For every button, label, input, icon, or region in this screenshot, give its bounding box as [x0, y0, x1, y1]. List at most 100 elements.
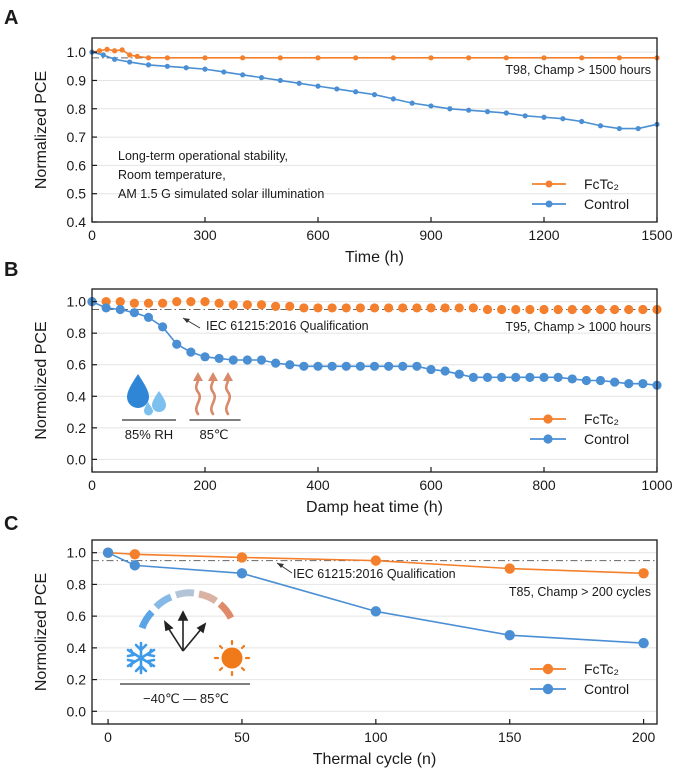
data-point-control-b: [129, 308, 139, 318]
legend-c: FcTc₂ Control: [530, 661, 629, 697]
data-point-control-b: [214, 353, 224, 364]
data-point-control-a: [334, 86, 340, 92]
data-point-fctc2-b: [624, 304, 634, 315]
data-point-control-a: [112, 56, 118, 62]
data-point-control-b: [384, 361, 394, 371]
y-tick-label-c: 0.4: [67, 640, 87, 656]
x-tick-label-b: 0: [88, 477, 96, 493]
data-point-control-a: [428, 103, 434, 109]
x-tick-label-b: 1000: [641, 477, 672, 493]
x-axis-label-a: Time (h): [345, 249, 404, 266]
legend-label-a: Control: [584, 196, 629, 212]
data-point-control-a: [183, 65, 189, 71]
y-tick-label-a: 0.6: [67, 157, 87, 173]
iec-annotation-c: IEC 61215:2016 Qualification: [293, 567, 456, 581]
data-point-fctc2-a: [616, 55, 622, 61]
data-point-control-a: [371, 92, 378, 98]
iec-arrowhead-c: [277, 563, 284, 568]
legend-label-c: Control: [584, 681, 629, 697]
data-point-fctc2-a: [579, 55, 585, 61]
x-tick-label-a: 0: [88, 227, 96, 243]
data-point-fctc2-b: [468, 303, 478, 313]
data-point-fctc2-a: [112, 48, 118, 54]
data-point-fctc2-a: [119, 47, 125, 53]
data-point-control-a: [100, 52, 106, 58]
y-tick-label-c: 0.8: [67, 576, 87, 592]
data-point-fctc2-b: [511, 304, 521, 315]
y-tick-label-c: 1.0: [67, 545, 87, 561]
heat-waves-icon: [189, 372, 241, 421]
data-point-fctc2-a: [164, 55, 170, 61]
y-axis-label-a: Normalized PCE: [33, 71, 50, 189]
data-point-control-b: [355, 361, 365, 371]
data-point-fctc2-a: [127, 52, 133, 58]
grid-c: [92, 552, 657, 712]
data-point-control-a: [579, 118, 585, 125]
data-point-fctc2-c: [504, 563, 515, 574]
panel-label-c: C: [4, 513, 18, 535]
data-point-fctc2-b: [426, 303, 436, 313]
data-point-control-b: [271, 358, 281, 368]
data-point-fctc2-c: [236, 552, 248, 563]
data-point-fctc2-b: [341, 303, 351, 313]
grid-a: [92, 51, 657, 223]
data-point-control-b: [525, 372, 535, 382]
data-point-fctc2-a: [503, 55, 509, 61]
y-axis-label-c: Normolized PCE: [33, 573, 50, 691]
data-point-control-b: [468, 372, 478, 382]
x-axis-label-c: Thermal cycle (n): [313, 751, 437, 768]
data-point-fctc2-b: [214, 298, 224, 308]
stability-note-line-1: Long-term operational stability,: [118, 149, 288, 163]
temperature-gauge-icon: [138, 589, 235, 630]
y-tick-label-b: 0.0: [67, 451, 87, 467]
data-point-control-b: [299, 361, 309, 371]
data-point-control-b: [497, 372, 507, 382]
data-point-fctc2-b: [398, 303, 408, 313]
data-point-control-b: [482, 372, 493, 382]
y-tick-label-b: 0.2: [67, 420, 87, 436]
data-point-fctc2-b: [638, 304, 648, 315]
t85-annotation: T85, Champ > 200 cycles: [509, 585, 651, 599]
y-tick-label-a: 1.0: [67, 44, 87, 60]
legend-marker-c: [542, 683, 554, 695]
data-point-fctc2-b: [553, 304, 563, 315]
data-point-control-b: [313, 361, 323, 371]
data-point-fctc2-a: [96, 48, 103, 54]
iec-arrowhead-b: [183, 318, 190, 323]
data-point-control-a: [240, 72, 246, 78]
x-tick-label-c: 100: [364, 729, 388, 745]
temperature-label: 85℃: [199, 427, 228, 442]
data-point-fctc2-b: [299, 303, 309, 313]
panel-b: B 0.0 0.2 0.4 0.6 0.8 1.0 0 200 400 600 800 1000 N…: [4, 259, 673, 516]
data-point-fctc2-a: [315, 55, 321, 61]
data-point-fctc2-b: [355, 303, 365, 313]
data-point-fctc2-b: [143, 298, 154, 308]
data-point-control-b: [143, 312, 154, 322]
data-point-control-b: [539, 372, 549, 382]
data-point-control-b: [454, 369, 464, 379]
data-point-control-a: [447, 106, 453, 112]
data-point-fctc2-a: [466, 55, 472, 61]
x-tick-label-c: 50: [234, 729, 250, 745]
data-point-control-b: [101, 303, 111, 313]
stability-note-line-3: AM 1.5 G simulated solar illumination: [118, 187, 324, 201]
data-point-control-a: [258, 75, 265, 81]
humidity-label: 85% RH: [125, 427, 173, 442]
x-tick-label-b: 400: [306, 477, 330, 493]
data-point-fctc2-b: [285, 301, 295, 311]
data-point-fctc2-b: [256, 300, 267, 310]
data-point-control-b: [341, 361, 351, 371]
data-point-fctc2-a: [353, 55, 359, 61]
x-ticks-a: 0 300 600 900 1200 1500: [88, 217, 673, 243]
y-tick-label-c: 0.6: [67, 608, 87, 624]
y-tick-label-b: 0.6: [67, 357, 87, 373]
data-point-control-b: [610, 377, 620, 387]
y-tick-label-a: 0.8: [67, 101, 87, 117]
panel-label-a: A: [4, 7, 18, 29]
data-point-control-a: [503, 110, 509, 116]
legend-label-c: FcTc₂: [584, 661, 619, 677]
data-point-control-a: [560, 116, 566, 122]
data-point-fctc2-b: [454, 303, 464, 313]
plot-frame-a: [91, 37, 658, 223]
data-point-control-a: [616, 125, 622, 132]
